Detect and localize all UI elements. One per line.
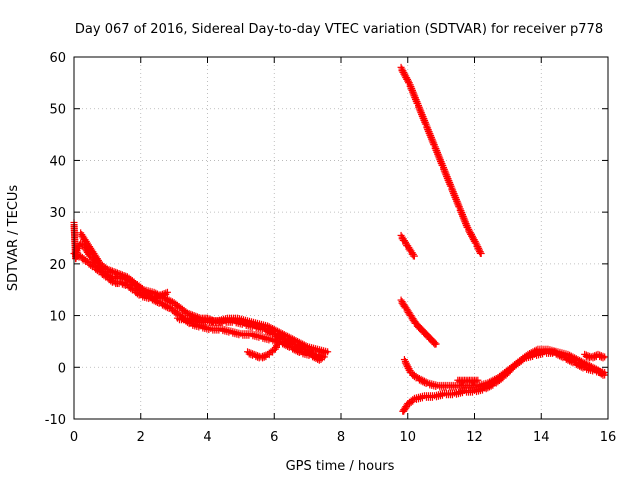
x-tick-label: 0 — [70, 430, 78, 445]
y-tick-label: 40 — [49, 154, 66, 169]
data-marks — [70, 63, 609, 415]
x-tick-label: 2 — [137, 430, 145, 445]
y-axis-title: SDTVAR / TECUs — [6, 185, 21, 292]
x-tick-label: 8 — [337, 430, 345, 445]
data-series — [399, 348, 609, 415]
data-series — [397, 296, 440, 348]
y-tick-label: -10 — [45, 413, 66, 428]
y-tick-label: 30 — [49, 206, 66, 221]
data-series — [397, 63, 485, 258]
chart-title: Day 067 of 2016, Sidereal Day-to-day VTE… — [75, 22, 603, 37]
x-axis-title: GPS time / hours — [286, 459, 395, 474]
y-tick-label: 20 — [49, 258, 66, 273]
y-tick-label: 0 — [58, 361, 66, 376]
data-series — [244, 337, 285, 362]
data-series — [77, 229, 171, 302]
data-series — [397, 231, 418, 260]
data-series — [400, 345, 609, 391]
grid — [74, 57, 608, 419]
x-tick-label: 4 — [203, 430, 211, 445]
data-series — [581, 350, 609, 362]
x-tick-label: 10 — [399, 430, 416, 445]
axis-ticks: 0 2 4 6 8 10 12 14 16 -10 0 10 20 30 40 50 60 — [45, 51, 617, 445]
plot-frame — [73, 56, 609, 420]
y-tick-label: 50 — [49, 103, 66, 118]
x-tick-label: 6 — [270, 430, 278, 445]
data-series — [70, 250, 325, 364]
data-series — [173, 314, 332, 357]
y-tick-label: 10 — [49, 310, 66, 325]
data-series — [454, 376, 482, 386]
x-tick-label: 14 — [533, 430, 550, 445]
x-tick-label: 16 — [600, 430, 617, 445]
y-tick-label: 60 — [49, 51, 66, 66]
x-tick-label: 12 — [466, 430, 483, 445]
